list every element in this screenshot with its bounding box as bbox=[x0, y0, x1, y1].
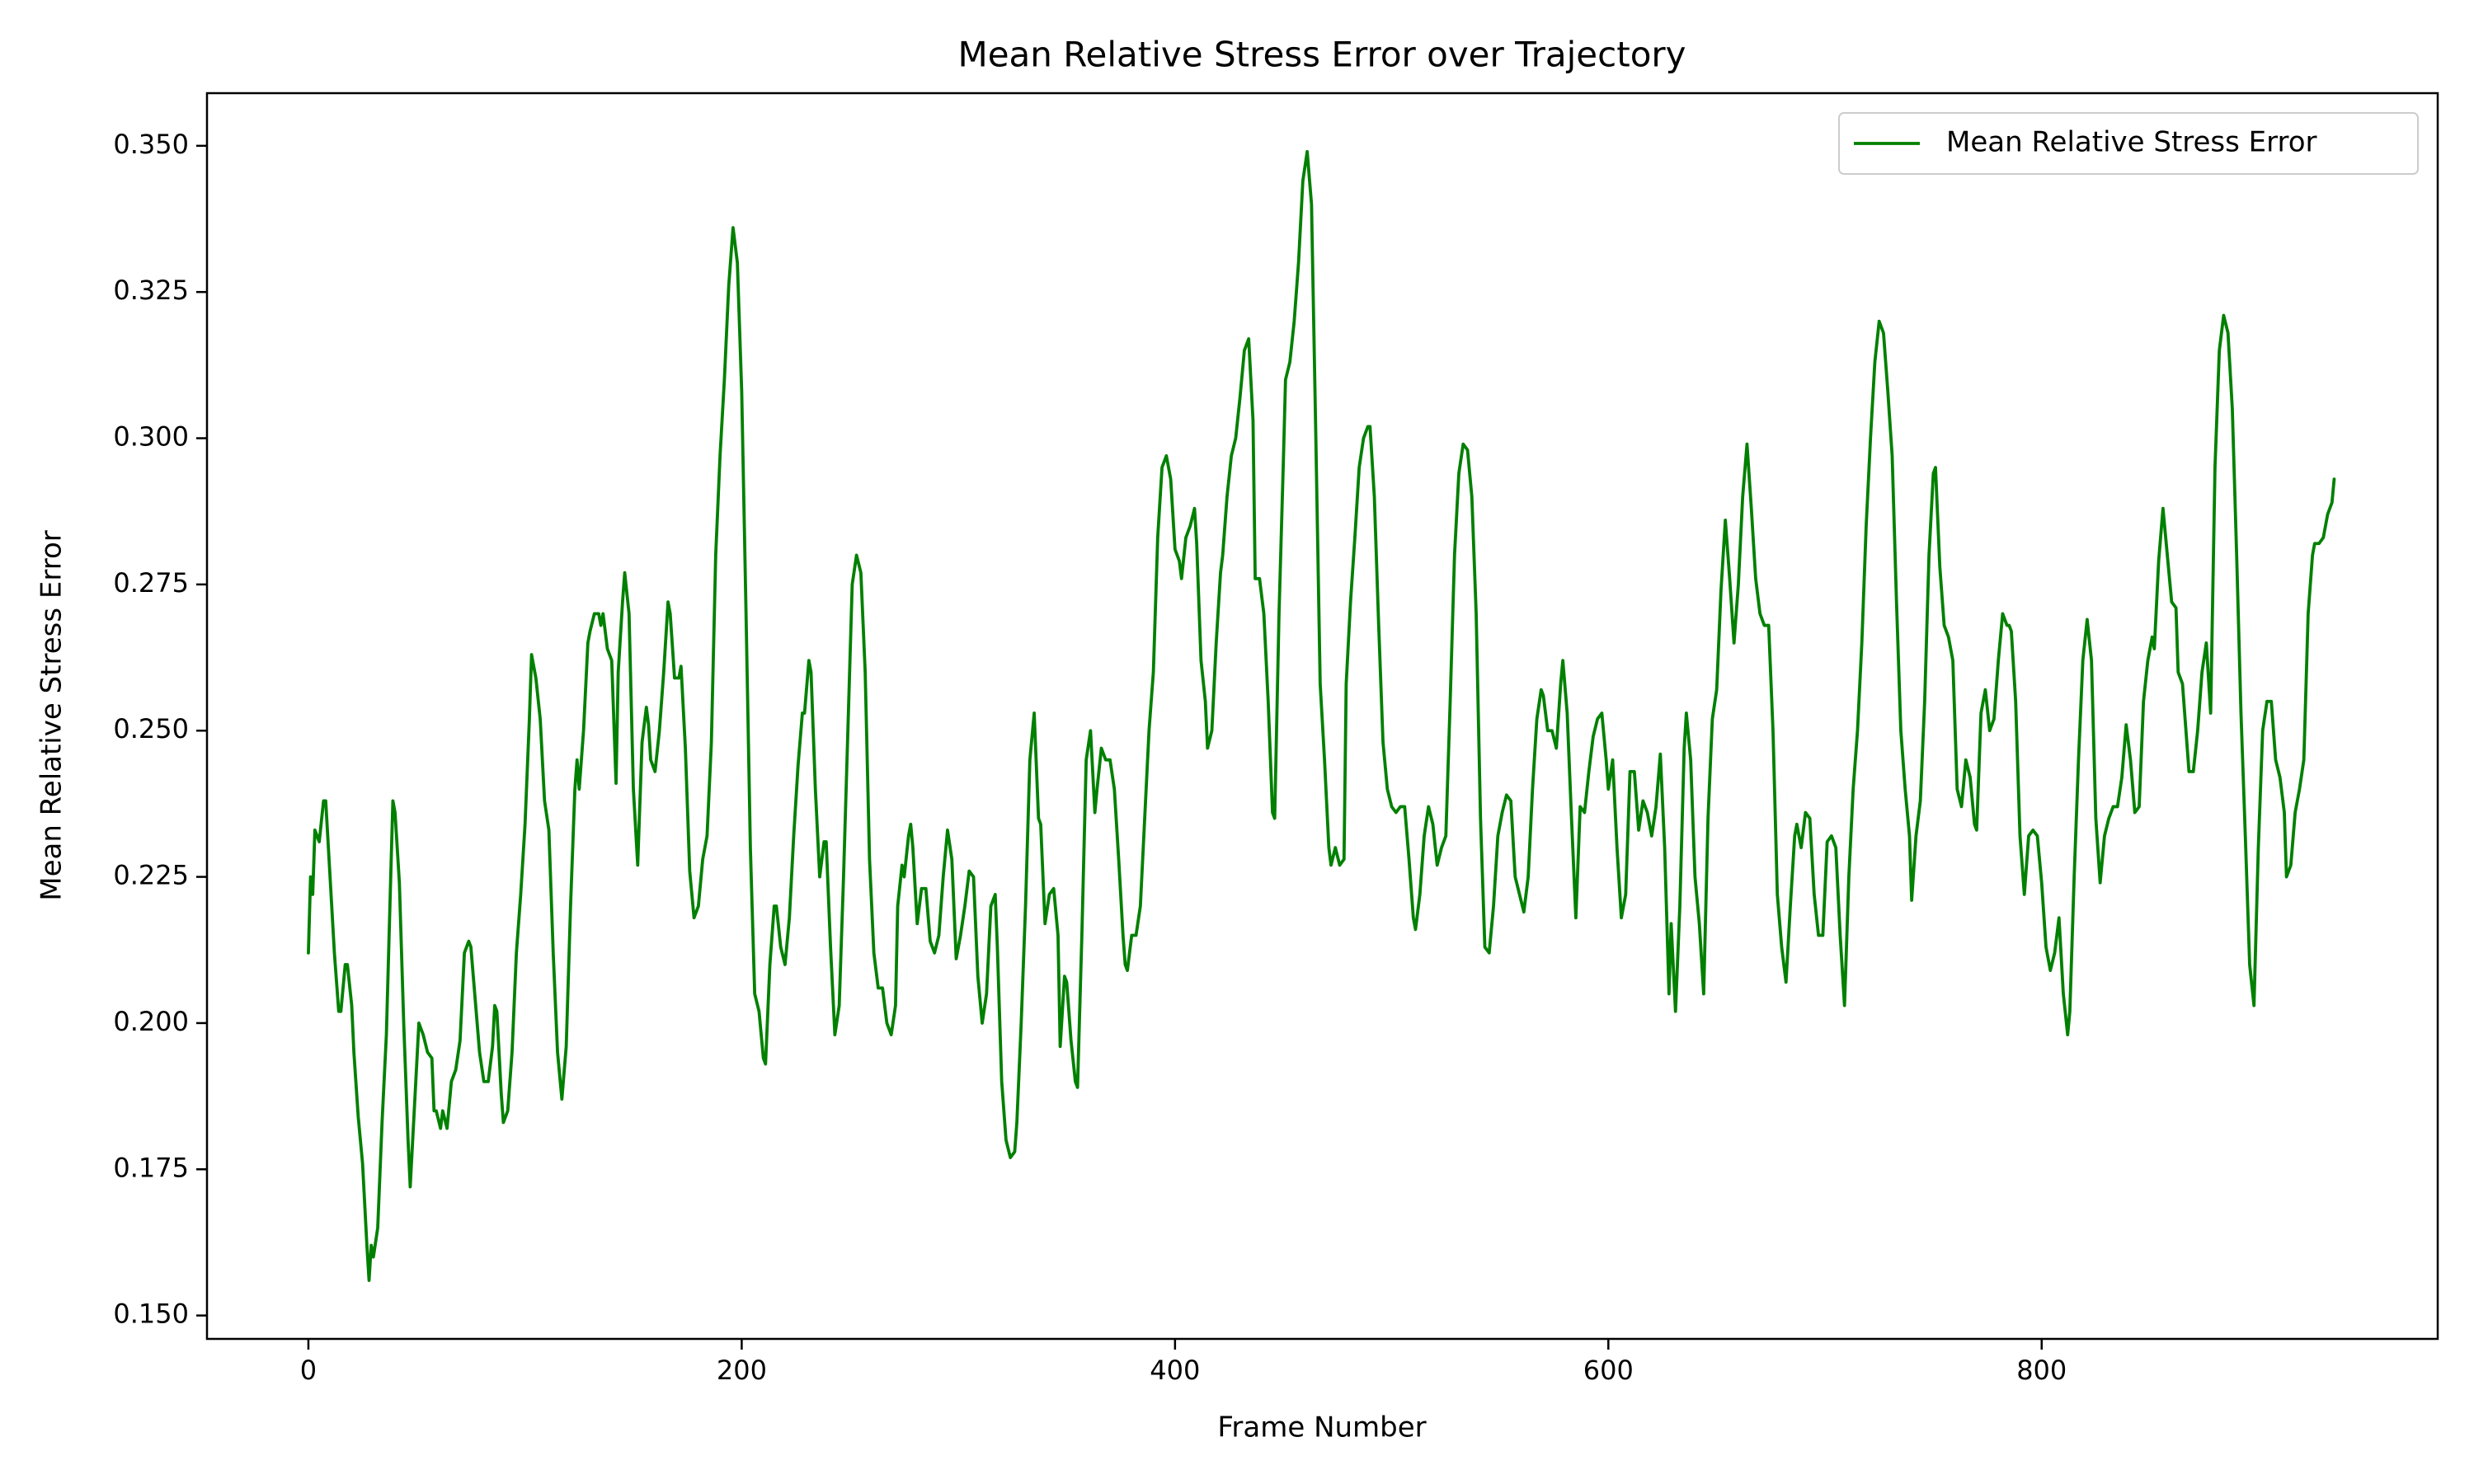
x-axis-label: Frame Number bbox=[1217, 1411, 1426, 1444]
y-axis-label: Mean Relative Stress Error bbox=[35, 530, 68, 901]
x-tick-label: 800 bbox=[2016, 1355, 2067, 1386]
chart-title: Mean Relative Stress Error over Trajecto… bbox=[957, 35, 1686, 75]
y-tick-label: 0.150 bbox=[113, 1298, 189, 1330]
y-tick-label: 0.225 bbox=[113, 860, 189, 891]
plot-frame bbox=[205, 92, 2439, 1341]
y-tick-label: 0.275 bbox=[113, 567, 189, 599]
y-tick-label: 0.250 bbox=[113, 713, 189, 744]
x-tick-label: 600 bbox=[1583, 1355, 1634, 1386]
y-tick-label: 0.300 bbox=[113, 421, 189, 453]
y-tick-label: 0.350 bbox=[113, 129, 189, 160]
legend-label: Mean Relative Stress Error bbox=[1946, 126, 2317, 159]
x-tick-label: 0 bbox=[300, 1355, 317, 1386]
y-tick-label: 0.325 bbox=[113, 275, 189, 306]
legend-box bbox=[1838, 112, 2419, 175]
data-line bbox=[307, 150, 2336, 1282]
x-tick-label: 200 bbox=[717, 1355, 767, 1386]
y-tick-label: 0.200 bbox=[113, 1006, 189, 1037]
y-tick-label: 0.175 bbox=[113, 1152, 189, 1183]
x-tick-label: 400 bbox=[1150, 1355, 1200, 1386]
